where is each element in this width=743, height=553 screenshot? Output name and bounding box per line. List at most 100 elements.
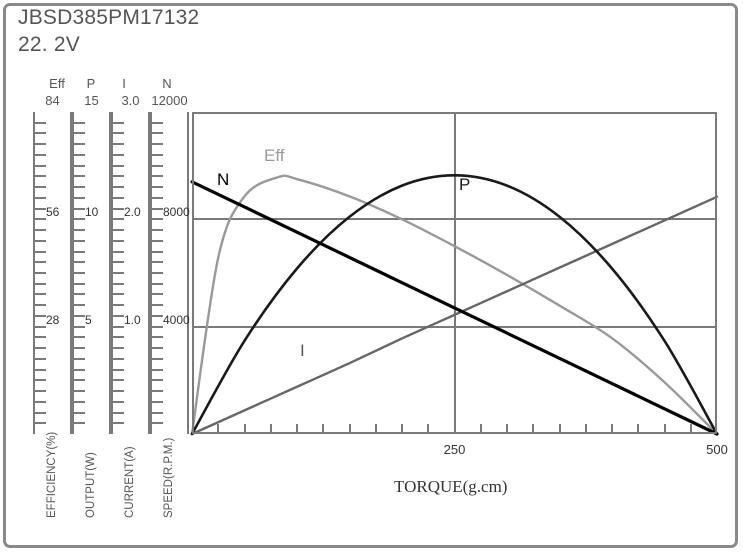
scale-tick: [113, 175, 124, 177]
plot-area: Eff N P I: [190, 112, 719, 436]
scale-tick: [113, 272, 124, 274]
scale-tick: [113, 165, 124, 167]
scale-symbol-p: P: [86, 76, 96, 91]
scale-column-n: [150, 112, 189, 434]
scale-tick: [152, 218, 163, 220]
scale-label-n-mid-low: 4000: [163, 312, 190, 327]
axis-name-p: OUTPUT(W): [85, 452, 97, 518]
scale-tick: [35, 379, 46, 381]
scale-tick: [74, 326, 85, 328]
scale-tick: [74, 315, 85, 317]
scale-tick: [152, 143, 163, 145]
outer-frame: [3, 3, 738, 548]
scale-tick: [113, 229, 124, 231]
x-tick: [480, 424, 482, 434]
scale-tick: [152, 165, 163, 167]
x-tick: [690, 424, 692, 434]
scale-symbol-i: I: [122, 76, 126, 91]
scale-tick: [35, 218, 46, 220]
x-axis-title: TORQUE(g.cm): [394, 477, 508, 496]
scale-max-i: 3.0: [121, 93, 140, 108]
x-label-250: 250: [443, 442, 466, 457]
scale-tick: [113, 304, 124, 306]
scale-max-eff: 84: [45, 93, 60, 108]
x-tick: [270, 424, 272, 434]
scale-tick: [74, 422, 85, 424]
scale-column-p: [72, 112, 111, 434]
x-tick: [401, 424, 403, 434]
scale-tick: [113, 283, 124, 285]
scale-tick: [113, 186, 124, 188]
scale-tick: [74, 390, 85, 392]
axis-name-n: SPEED(R.P.M.): [163, 437, 175, 518]
scale-tick: [152, 412, 163, 414]
scale-tick: [152, 261, 163, 263]
scale-tick: [35, 175, 46, 177]
scale-label-eff-mid-low: 28: [46, 312, 60, 327]
scale-tick: [35, 293, 46, 295]
x-tick: [637, 424, 639, 434]
scale-tick: [113, 132, 124, 134]
curve-current: [190, 195, 719, 436]
scale-tick: [35, 358, 46, 360]
curve-label-n: N: [217, 170, 230, 189]
scale-tick: [152, 347, 163, 349]
scale-tick: [74, 379, 85, 381]
scale-column-i: [111, 112, 150, 434]
scale-tick: [152, 197, 163, 199]
page-title: JBSD385PM17132: [18, 6, 200, 29]
scale-tick: [113, 369, 124, 371]
plot-frame: [192, 112, 717, 434]
scale-tick: [74, 186, 85, 188]
scale-tick: [35, 422, 46, 424]
scale-tick: [113, 390, 124, 392]
scale-column-eff: [33, 112, 72, 434]
scale-tick: [152, 272, 163, 274]
scale-tick: [152, 154, 163, 156]
scale-max-p: 15: [84, 93, 99, 108]
scale-tick: [35, 143, 46, 145]
scale-tick: [113, 347, 124, 349]
scale-tick: [152, 422, 163, 424]
scale-tick: [113, 315, 124, 317]
x-tick: [611, 424, 613, 434]
x-tick: [296, 424, 298, 434]
scale-tick: [113, 154, 124, 156]
scale-tick: [35, 369, 46, 371]
curve-label-eff: Eff: [264, 146, 285, 165]
scale-tick: [35, 132, 46, 134]
scale-tick: [113, 143, 124, 145]
x-tick: [375, 424, 377, 434]
scale-tick: [74, 122, 85, 124]
scale-tick: [35, 122, 46, 124]
gridline-vertical-250: [454, 112, 456, 434]
scale-tick: [152, 240, 163, 242]
scale-tick: [113, 122, 124, 124]
scale-tick: [152, 390, 163, 392]
scale-tick: [152, 186, 163, 188]
scale-tick: [152, 122, 163, 124]
scale-tick: [35, 208, 46, 210]
x-tick: [532, 424, 534, 434]
curve-label-p: P: [459, 175, 471, 194]
axis-name-eff: EFFICIENCY(%): [46, 431, 58, 518]
scale-tick: [35, 240, 46, 242]
scale-tick: [152, 293, 163, 295]
scale-tick: [35, 261, 46, 263]
scale-tick: [74, 358, 85, 360]
x-tick: [664, 424, 666, 434]
scale-tick: [152, 336, 163, 338]
scale-tick: [113, 422, 124, 424]
scale-tick: [113, 218, 124, 220]
scale-tick: [74, 132, 85, 134]
scale-tick: [113, 240, 124, 242]
scale-symbol-n: N: [162, 76, 172, 91]
scale-tick: [35, 412, 46, 414]
scale-tick: [35, 390, 46, 392]
scale-tick: [113, 401, 124, 403]
scale-tick: [35, 186, 46, 188]
x-label-500: 500: [706, 442, 728, 457]
scale-tick: [35, 304, 46, 306]
scale-label-n-mid-high: 8000: [163, 205, 190, 220]
x-tick: [559, 424, 561, 434]
